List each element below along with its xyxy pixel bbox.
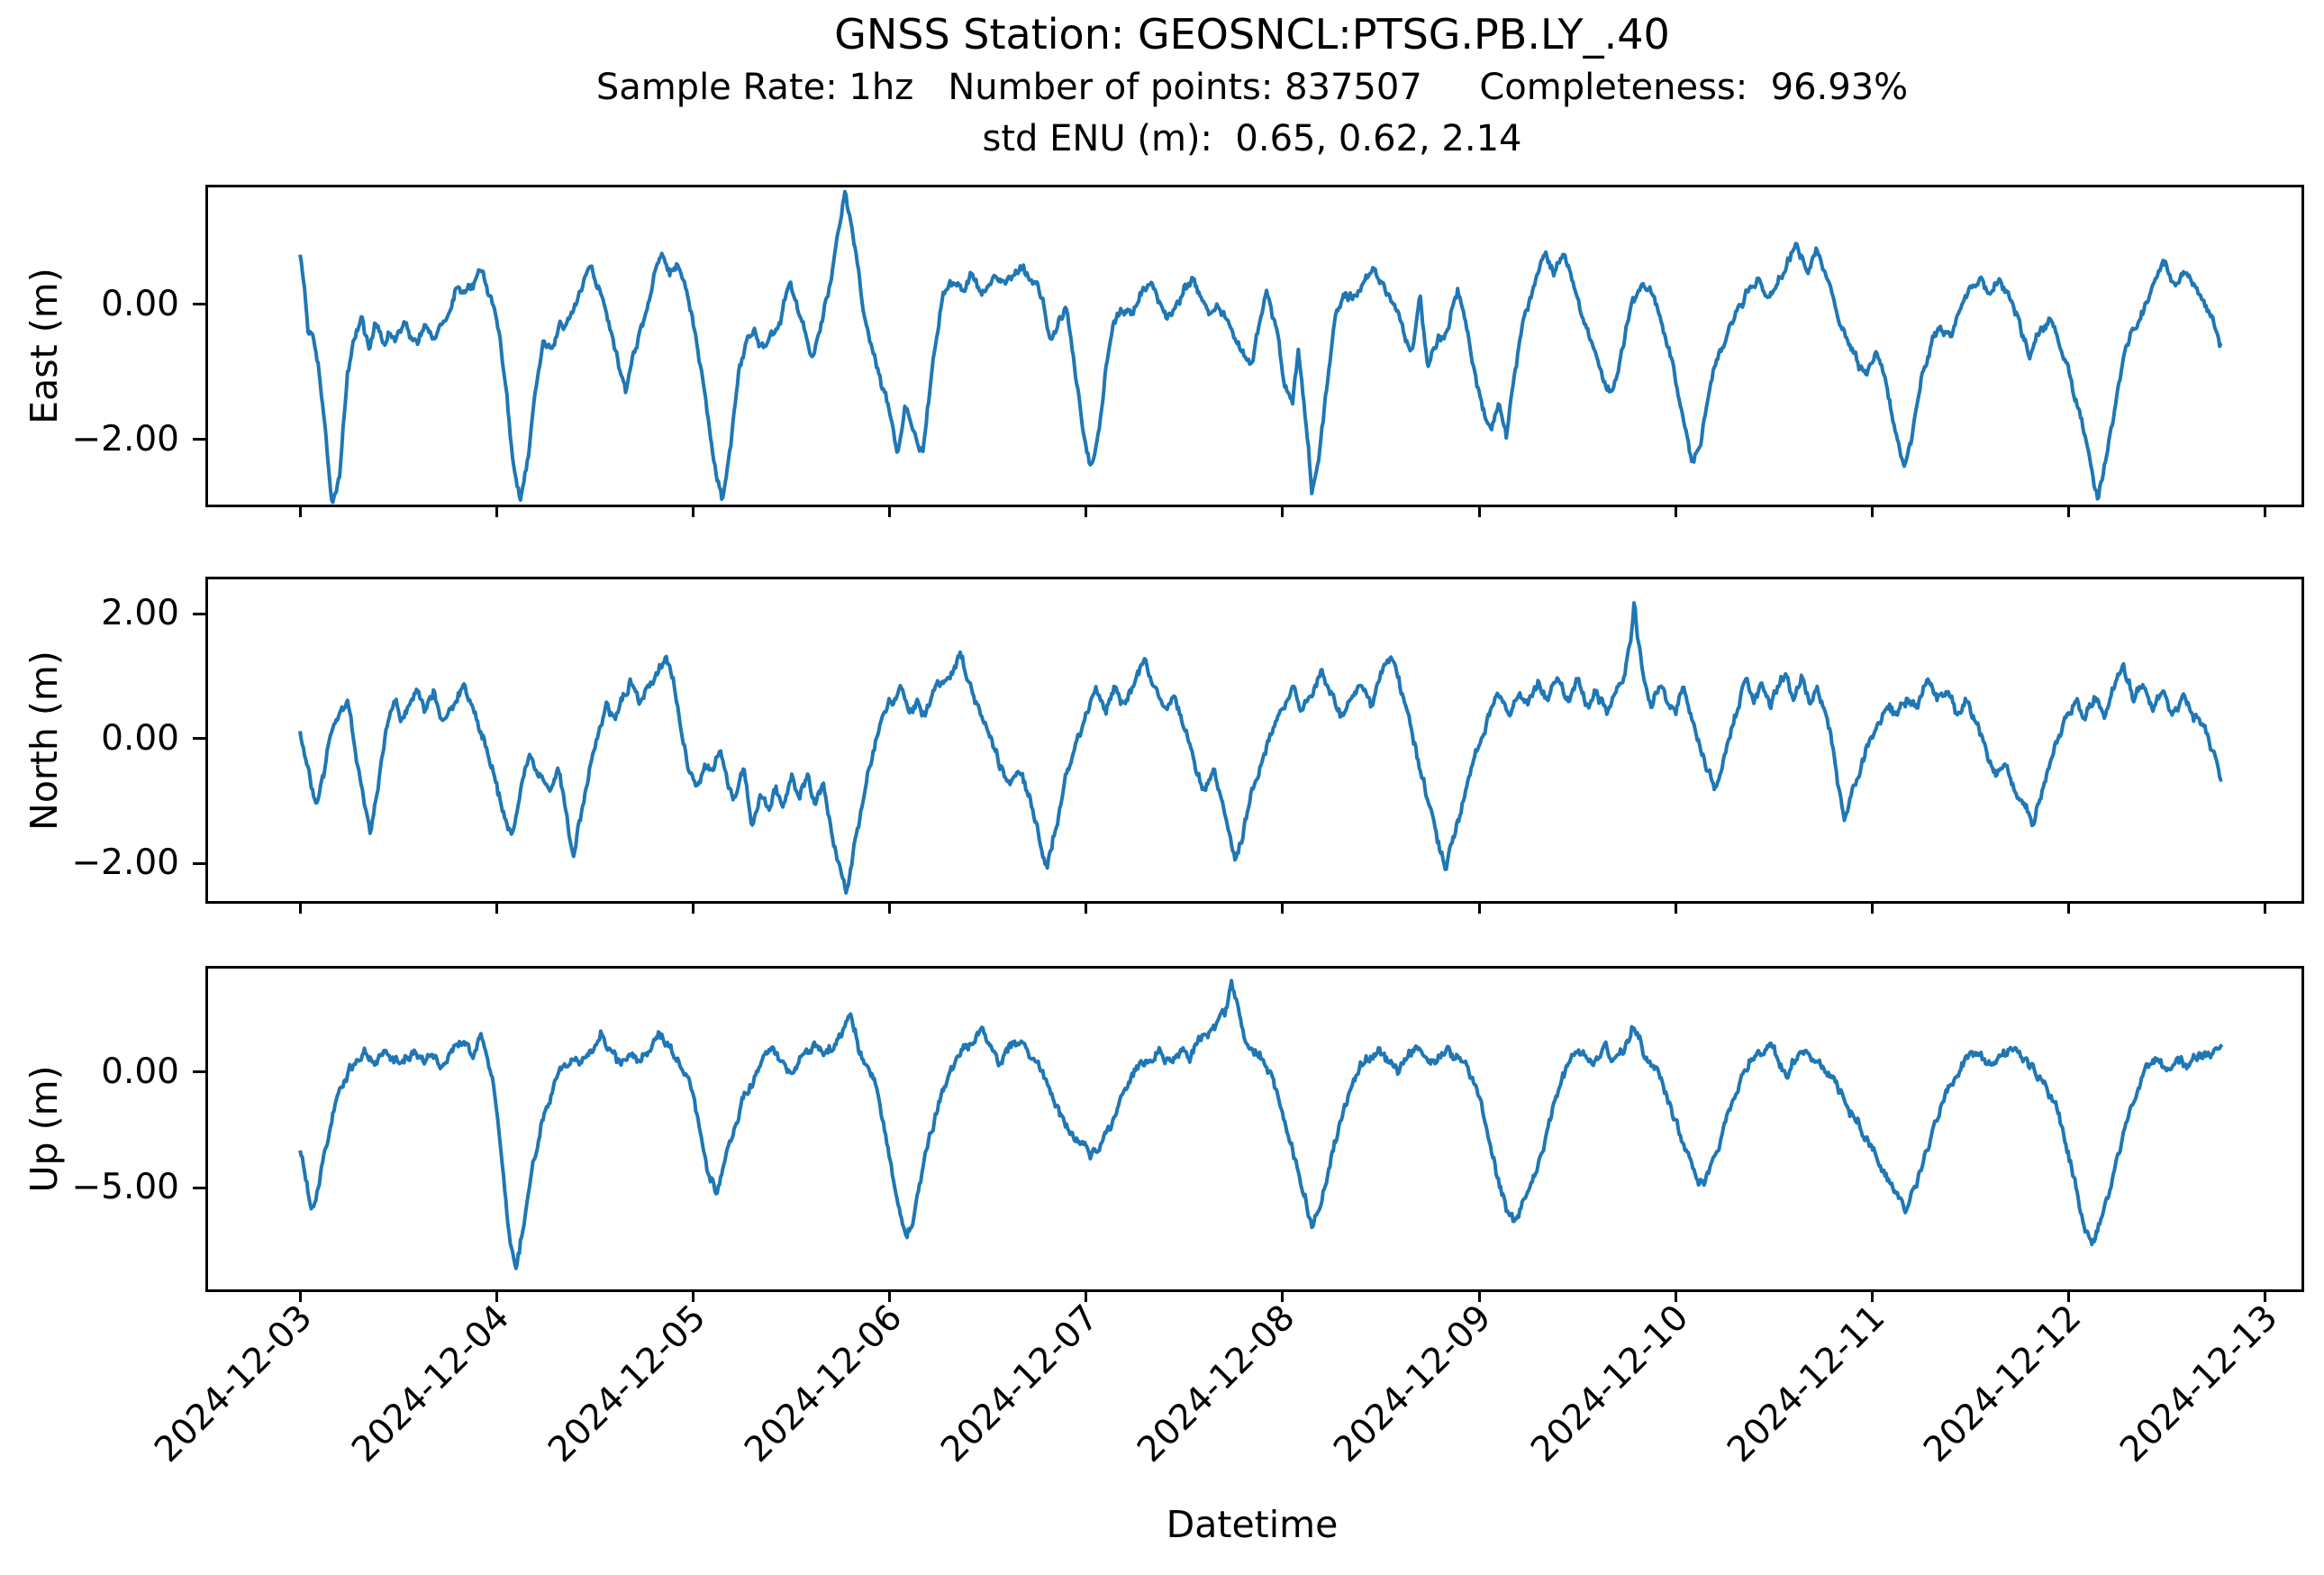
subplot-up: Up (m) 0.00 −5.00 — [23, 966, 2304, 1302]
x-tick — [1674, 1289, 1677, 1302]
x-tick — [2264, 505, 2267, 517]
x-tick — [2066, 505, 2070, 517]
x-tick — [1085, 1289, 1088, 1302]
x-tick — [1870, 505, 1874, 517]
x-tick — [1281, 901, 1285, 914]
y-tick-label: 2.00 — [101, 593, 179, 634]
y-tick — [193, 612, 205, 615]
x-tick — [691, 901, 694, 914]
x-tick — [298, 901, 302, 914]
chart-title: GNSS Station: GEOSNCL:PTSG.PB.LY_.40 — [834, 10, 1670, 59]
x-tick — [1085, 901, 1088, 914]
x-tick — [2066, 1289, 2070, 1302]
x-tick — [298, 1289, 302, 1302]
subplot-north: North (m) 2.00 0.00 −2.00 — [23, 577, 2304, 914]
up-series-path — [298, 979, 2224, 1270]
y-tick-label: 0.00 — [101, 1051, 179, 1092]
x-tick — [888, 1289, 892, 1302]
x-tick — [1870, 901, 1874, 914]
x-tick — [495, 505, 498, 517]
chart-subtitle-stats: Sample Rate: 1hz Number of points: 83750… — [595, 67, 1909, 108]
x-tick-label: 2024-12-08 — [1130, 1297, 1303, 1470]
y-tick — [193, 1070, 205, 1074]
x-tick-label: 2024-12-06 — [737, 1297, 911, 1470]
x-tick-label: 2024-12-09 — [1326, 1297, 1500, 1470]
y-tick — [193, 1186, 205, 1189]
y-tick — [193, 861, 205, 865]
x-tick-label: 2024-12-12 — [1916, 1297, 2090, 1470]
east-series-line — [298, 189, 2223, 505]
x-tick — [1477, 1289, 1481, 1302]
y-tick-label: −2.00 — [71, 842, 179, 884]
x-tick — [1674, 505, 1677, 517]
y-tick — [193, 303, 205, 306]
y-tick-label: −2.00 — [71, 418, 179, 460]
x-tick-label: 2024-12-03 — [147, 1297, 321, 1470]
x-tick — [1477, 901, 1481, 914]
x-tick — [2066, 901, 2070, 914]
y-tick-label: −5.00 — [71, 1167, 179, 1208]
x-tick — [1085, 505, 1088, 517]
x-tick — [1281, 1289, 1285, 1302]
x-tick — [1870, 1289, 1874, 1302]
x-tick — [888, 505, 892, 517]
x-tick — [495, 1289, 498, 1302]
x-tick — [298, 505, 302, 517]
x-tick-label: 2024-12-11 — [1719, 1297, 1893, 1470]
x-tick — [888, 901, 892, 914]
x-tick — [2264, 1289, 2267, 1302]
x-tick-label: 2024-12-13 — [2112, 1297, 2286, 1470]
x-tick — [1674, 901, 1677, 914]
up-series-line — [298, 979, 2224, 1270]
x-tick — [2264, 901, 2267, 914]
y-tick-label: 0.00 — [101, 283, 179, 324]
east-series-path — [298, 189, 2223, 505]
x-tick-label: 2024-12-05 — [540, 1297, 714, 1470]
x-tick — [495, 901, 498, 914]
chart-subtitle-std: std ENU (m): 0.65, 0.62, 2.14 — [982, 118, 1522, 159]
x-axis-label: Datetime — [1166, 1503, 1339, 1546]
x-tick — [691, 505, 694, 517]
north-series-path — [298, 601, 2223, 895]
y-tick-label: 0.00 — [101, 717, 179, 759]
x-tick-label: 2024-12-04 — [343, 1297, 517, 1470]
subplot-east: East (m) 0.00 −2.00 — [23, 185, 2304, 517]
y-tick — [193, 737, 205, 741]
x-tick-label: 2024-12-10 — [1522, 1297, 1696, 1470]
north-series-line — [298, 601, 2223, 895]
x-tick-label: 2024-12-07 — [933, 1297, 1107, 1470]
x-tick — [691, 1289, 694, 1302]
y-tick — [193, 438, 205, 442]
x-tick — [1477, 505, 1481, 517]
x-tick — [1281, 505, 1285, 517]
